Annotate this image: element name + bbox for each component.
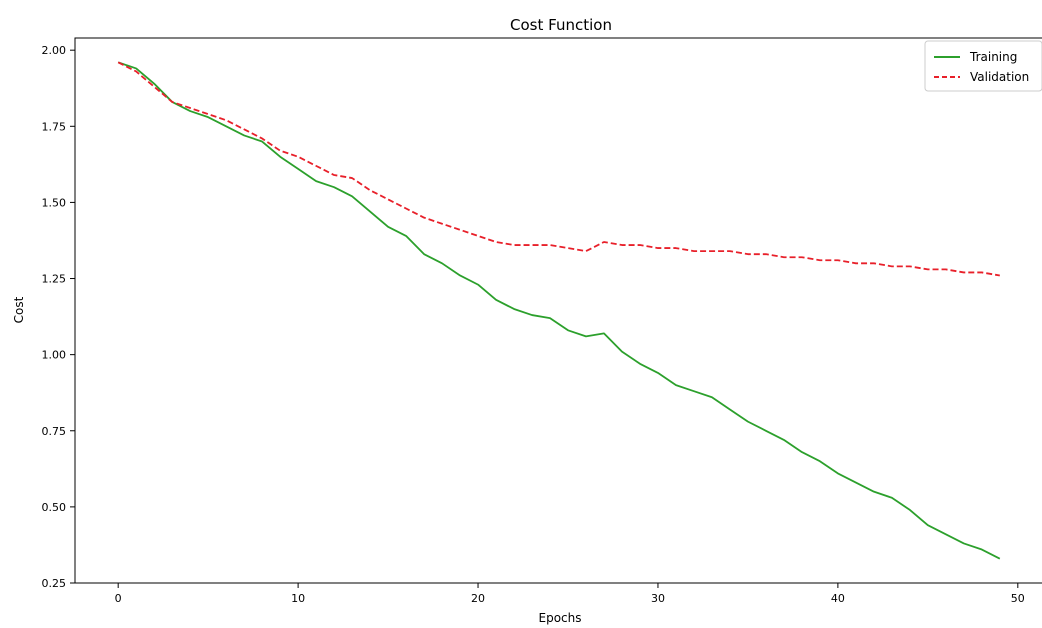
x-tick-label: 30 <box>651 592 665 605</box>
x-axis: 0 10 20 30 40 50 <box>115 583 1025 605</box>
y-axis-label: Cost <box>12 296 26 323</box>
x-tick-label: 10 <box>291 592 305 605</box>
x-tick-label: 0 <box>115 592 122 605</box>
y-tick-label: 1.25 <box>42 273 67 286</box>
legend-label-training: Training <box>969 50 1017 64</box>
plot-area <box>74 37 1042 584</box>
plot-frame <box>74 37 1042 584</box>
y-tick-label: 1.75 <box>42 120 67 133</box>
legend-box <box>924 40 1042 92</box>
y-axis: 0.25 0.50 0.75 1.00 1.25 1.50 1.75 2.00 <box>42 44 75 590</box>
y-tick-label: 0.75 <box>42 425 67 438</box>
x-axis-label: Epochs <box>539 611 582 625</box>
x-tick-label: 40 <box>831 592 845 605</box>
series-line-validation <box>117 61 1000 277</box>
y-tick-label: 0.25 <box>42 577 67 590</box>
series-line-training <box>117 61 1001 560</box>
x-tick-label: 50 <box>1011 592 1025 605</box>
y-tick-label: 2.00 <box>42 44 67 57</box>
y-tick-label: 1.00 <box>42 349 67 362</box>
chart-title: Cost Function <box>510 16 612 34</box>
y-tick-label: 1.50 <box>42 196 67 209</box>
legend-label-validation: Validation <box>970 70 1029 84</box>
y-tick-label: 0.50 <box>42 501 67 514</box>
series-layer <box>117 61 1001 560</box>
legend: Training Validation <box>924 40 1042 92</box>
x-tick-label: 20 <box>471 592 485 605</box>
